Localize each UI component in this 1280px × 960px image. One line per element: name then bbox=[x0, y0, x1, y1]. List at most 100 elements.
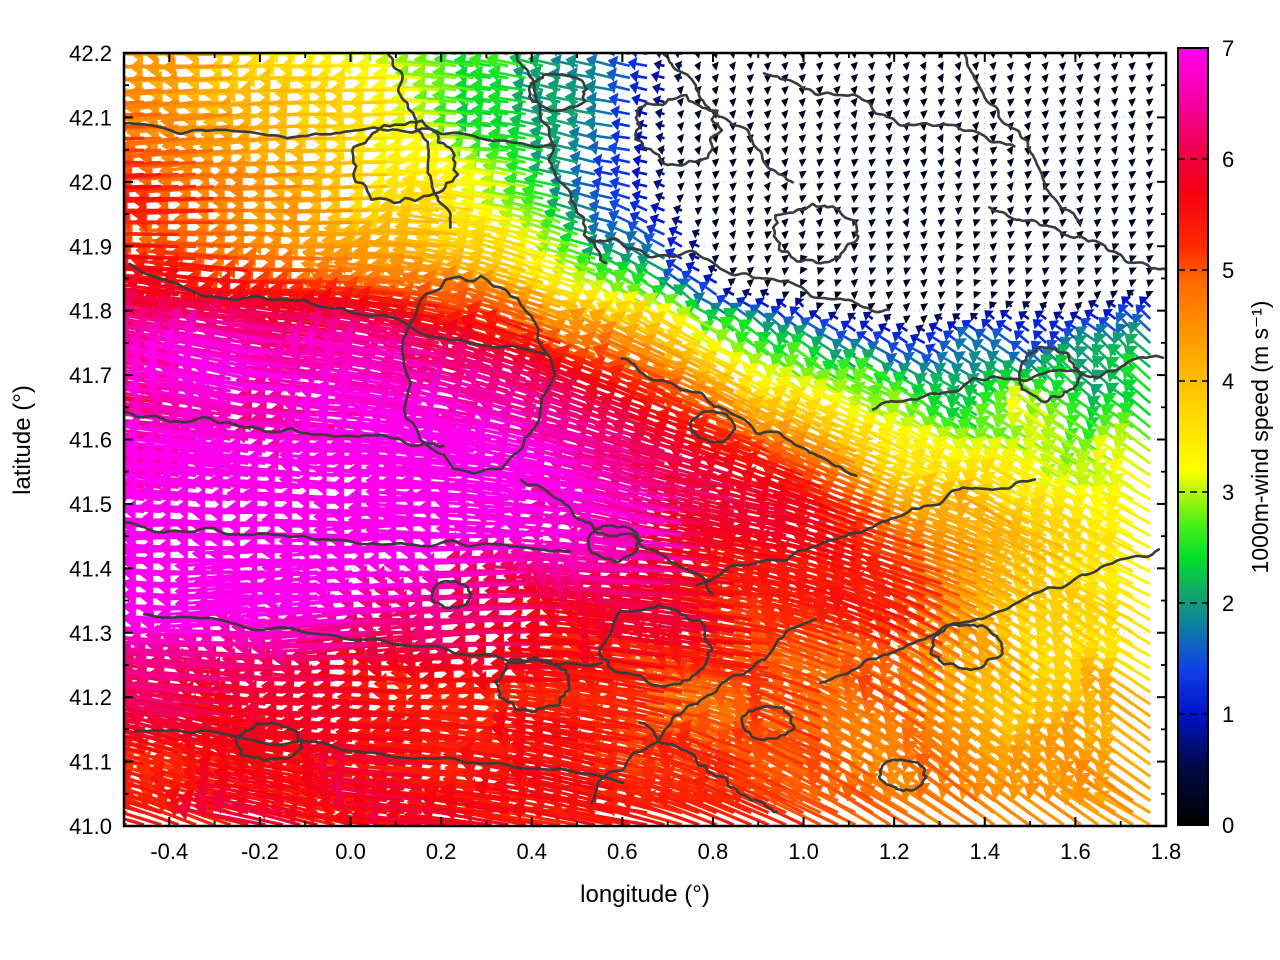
wind-arrow-head bbox=[711, 61, 719, 71]
wind-arrow-head bbox=[1006, 170, 1014, 180]
wind-arrow-head bbox=[850, 109, 858, 119]
wind-arrow-head bbox=[1059, 243, 1068, 252]
wind-arrow-head bbox=[1059, 134, 1067, 143]
wind-arrow-head bbox=[945, 458, 963, 479]
wind-arrow-head bbox=[1059, 183, 1068, 191]
wind-arrow-shaft bbox=[482, 233, 527, 248]
wind-arrow-head bbox=[833, 85, 841, 95]
wind-arrow-head bbox=[1048, 610, 1066, 629]
wind-arrow-head bbox=[676, 85, 684, 95]
wind-arrow-head bbox=[1048, 390, 1064, 407]
wind-arrow-head bbox=[485, 53, 499, 70]
wind-arrow-head bbox=[1128, 61, 1136, 71]
wind-arrow-shaft bbox=[439, 145, 474, 152]
wind-arrow-shaft bbox=[1034, 420, 1065, 441]
wind-arrow-head bbox=[545, 89, 558, 106]
wind-arrow-head bbox=[655, 53, 662, 59]
wind-arrow-shaft bbox=[865, 324, 874, 332]
wind-arrow-head bbox=[832, 379, 849, 398]
wind-arrow-head bbox=[1063, 319, 1075, 332]
wind-arrow-head bbox=[868, 206, 876, 216]
wind-arrow-shaft bbox=[499, 96, 526, 104]
wind-arrow-shaft bbox=[556, 202, 579, 212]
wind-arrow-head bbox=[1115, 322, 1128, 336]
wind-arrow-head bbox=[972, 61, 980, 71]
wind-arrow-head bbox=[592, 153, 603, 168]
wind-arrow-head bbox=[1006, 206, 1015, 216]
wind-arrow-head bbox=[643, 233, 656, 246]
wind-arrow-head bbox=[1058, 121, 1067, 131]
wind-arrow-head bbox=[851, 367, 868, 386]
wind-arrow-head bbox=[799, 183, 807, 191]
wind-arrow-head bbox=[763, 133, 771, 144]
wind-arrow-head bbox=[885, 218, 894, 228]
wind-arrow-shaft bbox=[577, 132, 596, 140]
wind-arrow-shaft bbox=[599, 182, 613, 188]
wind-arrow-shaft bbox=[1143, 300, 1152, 308]
wind-arrow-head bbox=[529, 76, 542, 94]
wind-arrow-shaft bbox=[658, 87, 665, 92]
wind-arrow-shaft bbox=[1009, 304, 1013, 308]
wind-arrow-head bbox=[753, 341, 770, 357]
wind-arrow-shaft bbox=[1114, 635, 1152, 658]
wind-arrow-shaft bbox=[648, 248, 666, 260]
wind-arrow-head bbox=[878, 322, 888, 334]
wind-arrow-head bbox=[982, 447, 1000, 467]
wind-arrow-head bbox=[1069, 311, 1079, 322]
wind-arrow-shaft bbox=[1040, 514, 1082, 538]
wind-arrow-shaft bbox=[451, 189, 492, 200]
wind-arrow-head bbox=[1145, 122, 1154, 131]
wind-arrow-head bbox=[1059, 53, 1066, 59]
wind-arrow-shaft bbox=[597, 205, 613, 212]
wind-arrow-head bbox=[601, 242, 615, 258]
wind-arrow-head bbox=[989, 254, 997, 264]
wind-arrow-head bbox=[781, 121, 789, 132]
wind-arrow-head bbox=[1024, 110, 1032, 119]
wind-arrow-shaft bbox=[799, 339, 822, 357]
wind-arrow-shaft bbox=[617, 193, 631, 200]
wind-arrow-head bbox=[827, 390, 845, 411]
wind-arrow-shaft bbox=[636, 216, 648, 224]
wind-arrow-shaft bbox=[939, 316, 943, 321]
wind-arrow-head bbox=[833, 146, 841, 156]
wind-arrow-head bbox=[833, 195, 842, 203]
wind-arrow-head bbox=[1058, 61, 1067, 71]
wind-arrow-shaft bbox=[616, 146, 631, 152]
wind-arrow-head bbox=[973, 267, 981, 276]
wind-arrow-head bbox=[512, 64, 526, 81]
wind-arrow-head bbox=[849, 338, 863, 352]
wind-arrow-head bbox=[1102, 392, 1118, 408]
wind-arrow-head bbox=[989, 53, 996, 59]
wind-arrow-head bbox=[971, 145, 979, 156]
wind-arrow-head bbox=[850, 290, 859, 300]
wind-arrow-head bbox=[746, 74, 755, 83]
wind-arrow-head bbox=[746, 206, 755, 216]
wind-arrow-shaft bbox=[1095, 622, 1134, 646]
wind-arrow-head bbox=[1063, 328, 1075, 340]
wind-arrow-head bbox=[454, 77, 468, 96]
wind-arrow-head bbox=[764, 267, 772, 276]
wind-arrow-shaft bbox=[826, 323, 839, 333]
wind-arrow-head bbox=[937, 278, 946, 288]
wind-arrow-head bbox=[1041, 73, 1049, 83]
wind-arrow-head bbox=[631, 299, 649, 319]
wind-arrow-shaft bbox=[1009, 468, 1047, 489]
wind-arrow-shaft bbox=[1075, 595, 1117, 622]
wind-arrow-head bbox=[1034, 678, 1052, 696]
wind-arrow-shaft bbox=[815, 406, 857, 429]
wind-arrow-head bbox=[974, 402, 991, 420]
wind-arrow-head bbox=[954, 145, 962, 156]
wind-arrow-head bbox=[1105, 382, 1120, 397]
wind-arrow-head bbox=[693, 53, 700, 59]
wind-arrow-shaft bbox=[1094, 588, 1134, 610]
wind-arrow-head bbox=[982, 380, 998, 395]
wind-arrow-shaft bbox=[1077, 609, 1117, 634]
wind-arrow-shaft bbox=[443, 95, 474, 104]
wind-arrow-head bbox=[746, 121, 754, 131]
wind-arrow-head bbox=[1145, 182, 1153, 192]
wind-arrow-head bbox=[833, 267, 842, 276]
wind-arrow-head bbox=[916, 424, 934, 443]
wind-arrow-head bbox=[1094, 182, 1102, 191]
wind-arrow-head bbox=[1048, 320, 1060, 332]
wind-arrow-head bbox=[665, 259, 677, 271]
